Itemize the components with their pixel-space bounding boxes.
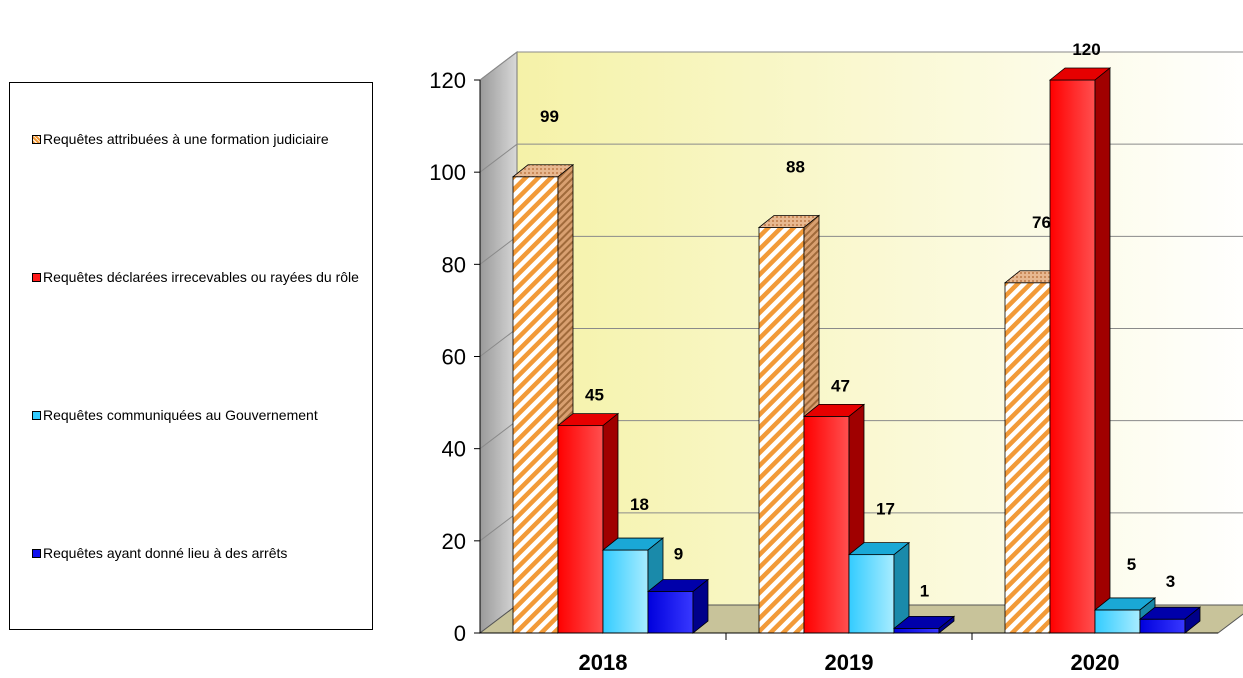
bar-front: [848, 554, 895, 634]
data-label: 99: [540, 107, 559, 126]
bar-front: [1049, 79, 1096, 634]
x-tick-label: 2019: [825, 650, 874, 675]
y-tick-label: 20: [442, 529, 466, 554]
legend-swatch-blue-icon: [32, 549, 41, 558]
bar-communiquees-2019: [847, 541, 911, 634]
bar-irrecevables-2020: [1048, 67, 1112, 634]
data-label: 17: [876, 500, 895, 519]
data-label: 9: [674, 545, 683, 564]
bar-front: [1004, 282, 1051, 634]
bar-front: [647, 591, 694, 634]
legend-swatch-hatched-icon: [32, 135, 41, 144]
data-label: 18: [630, 495, 649, 514]
bar-formation-2019: [757, 214, 821, 634]
data-label: 1: [920, 581, 929, 600]
y-tick-label: 60: [442, 345, 466, 370]
x-tick-label: 2018: [579, 650, 628, 675]
bar-front: [512, 176, 559, 634]
y-tick-label: 40: [442, 437, 466, 462]
legend-swatch-red-icon: [32, 273, 41, 282]
legend-label: Requêtes ayant donné lieu à des arrêts: [43, 545, 288, 561]
legend-swatch-cyan-icon: [32, 411, 41, 420]
data-label: 120: [1072, 40, 1100, 59]
bar-side: [938, 615, 955, 634]
legend-item-communiquees: Requêtes communiquées au Gouvernement: [32, 406, 362, 425]
bar-side: [1184, 606, 1201, 634]
bar-side: [1094, 67, 1111, 634]
y-tick-label: 80: [442, 252, 466, 277]
data-label: 3: [1166, 572, 1175, 591]
bar-front: [1094, 609, 1141, 634]
bar-arrets-2019: [892, 615, 956, 634]
gridline: [479, 143, 1243, 173]
bar-front: [803, 416, 850, 634]
bar-side: [692, 578, 709, 634]
data-label: 88: [786, 157, 805, 176]
legend-label: Requêtes communiquées au Gouvernement: [43, 407, 318, 423]
bar-arrets-2020: [1138, 606, 1202, 634]
data-label: 5: [1127, 555, 1136, 574]
data-label: 45: [585, 386, 604, 405]
bar-front: [1139, 618, 1186, 634]
bar-front: [758, 227, 805, 634]
bar-front: [893, 627, 940, 634]
y-tick-label: 100: [429, 160, 466, 185]
data-label: 47: [831, 376, 850, 395]
y-tick-label: 120: [429, 68, 466, 93]
gridline: [479, 51, 1243, 81]
bar-irrecevables-2019: [802, 403, 866, 634]
legend-label: Requêtes attribuées à une formation judi…: [43, 131, 329, 147]
legend-item-irrecevables: Requêtes déclarées irrecevables ou rayée…: [32, 268, 362, 287]
data-label: 76: [1032, 213, 1051, 232]
y-tick-label: 0: [454, 621, 466, 646]
legend-label: Requêtes déclarées irrecevables ou rayée…: [43, 269, 359, 285]
legend-item-formation: Requêtes attribuées à une formation judi…: [32, 130, 362, 149]
bar-front: [557, 425, 604, 634]
bar-front: [602, 549, 649, 634]
x-tick-label: 2020: [1071, 650, 1120, 675]
legend-item-arrets: Requêtes ayant donné lieu à des arrêts: [32, 544, 362, 563]
chart-legend: Requêtes attribuées à une formation judi…: [9, 82, 373, 630]
bar-arrets-2018: [646, 578, 710, 634]
